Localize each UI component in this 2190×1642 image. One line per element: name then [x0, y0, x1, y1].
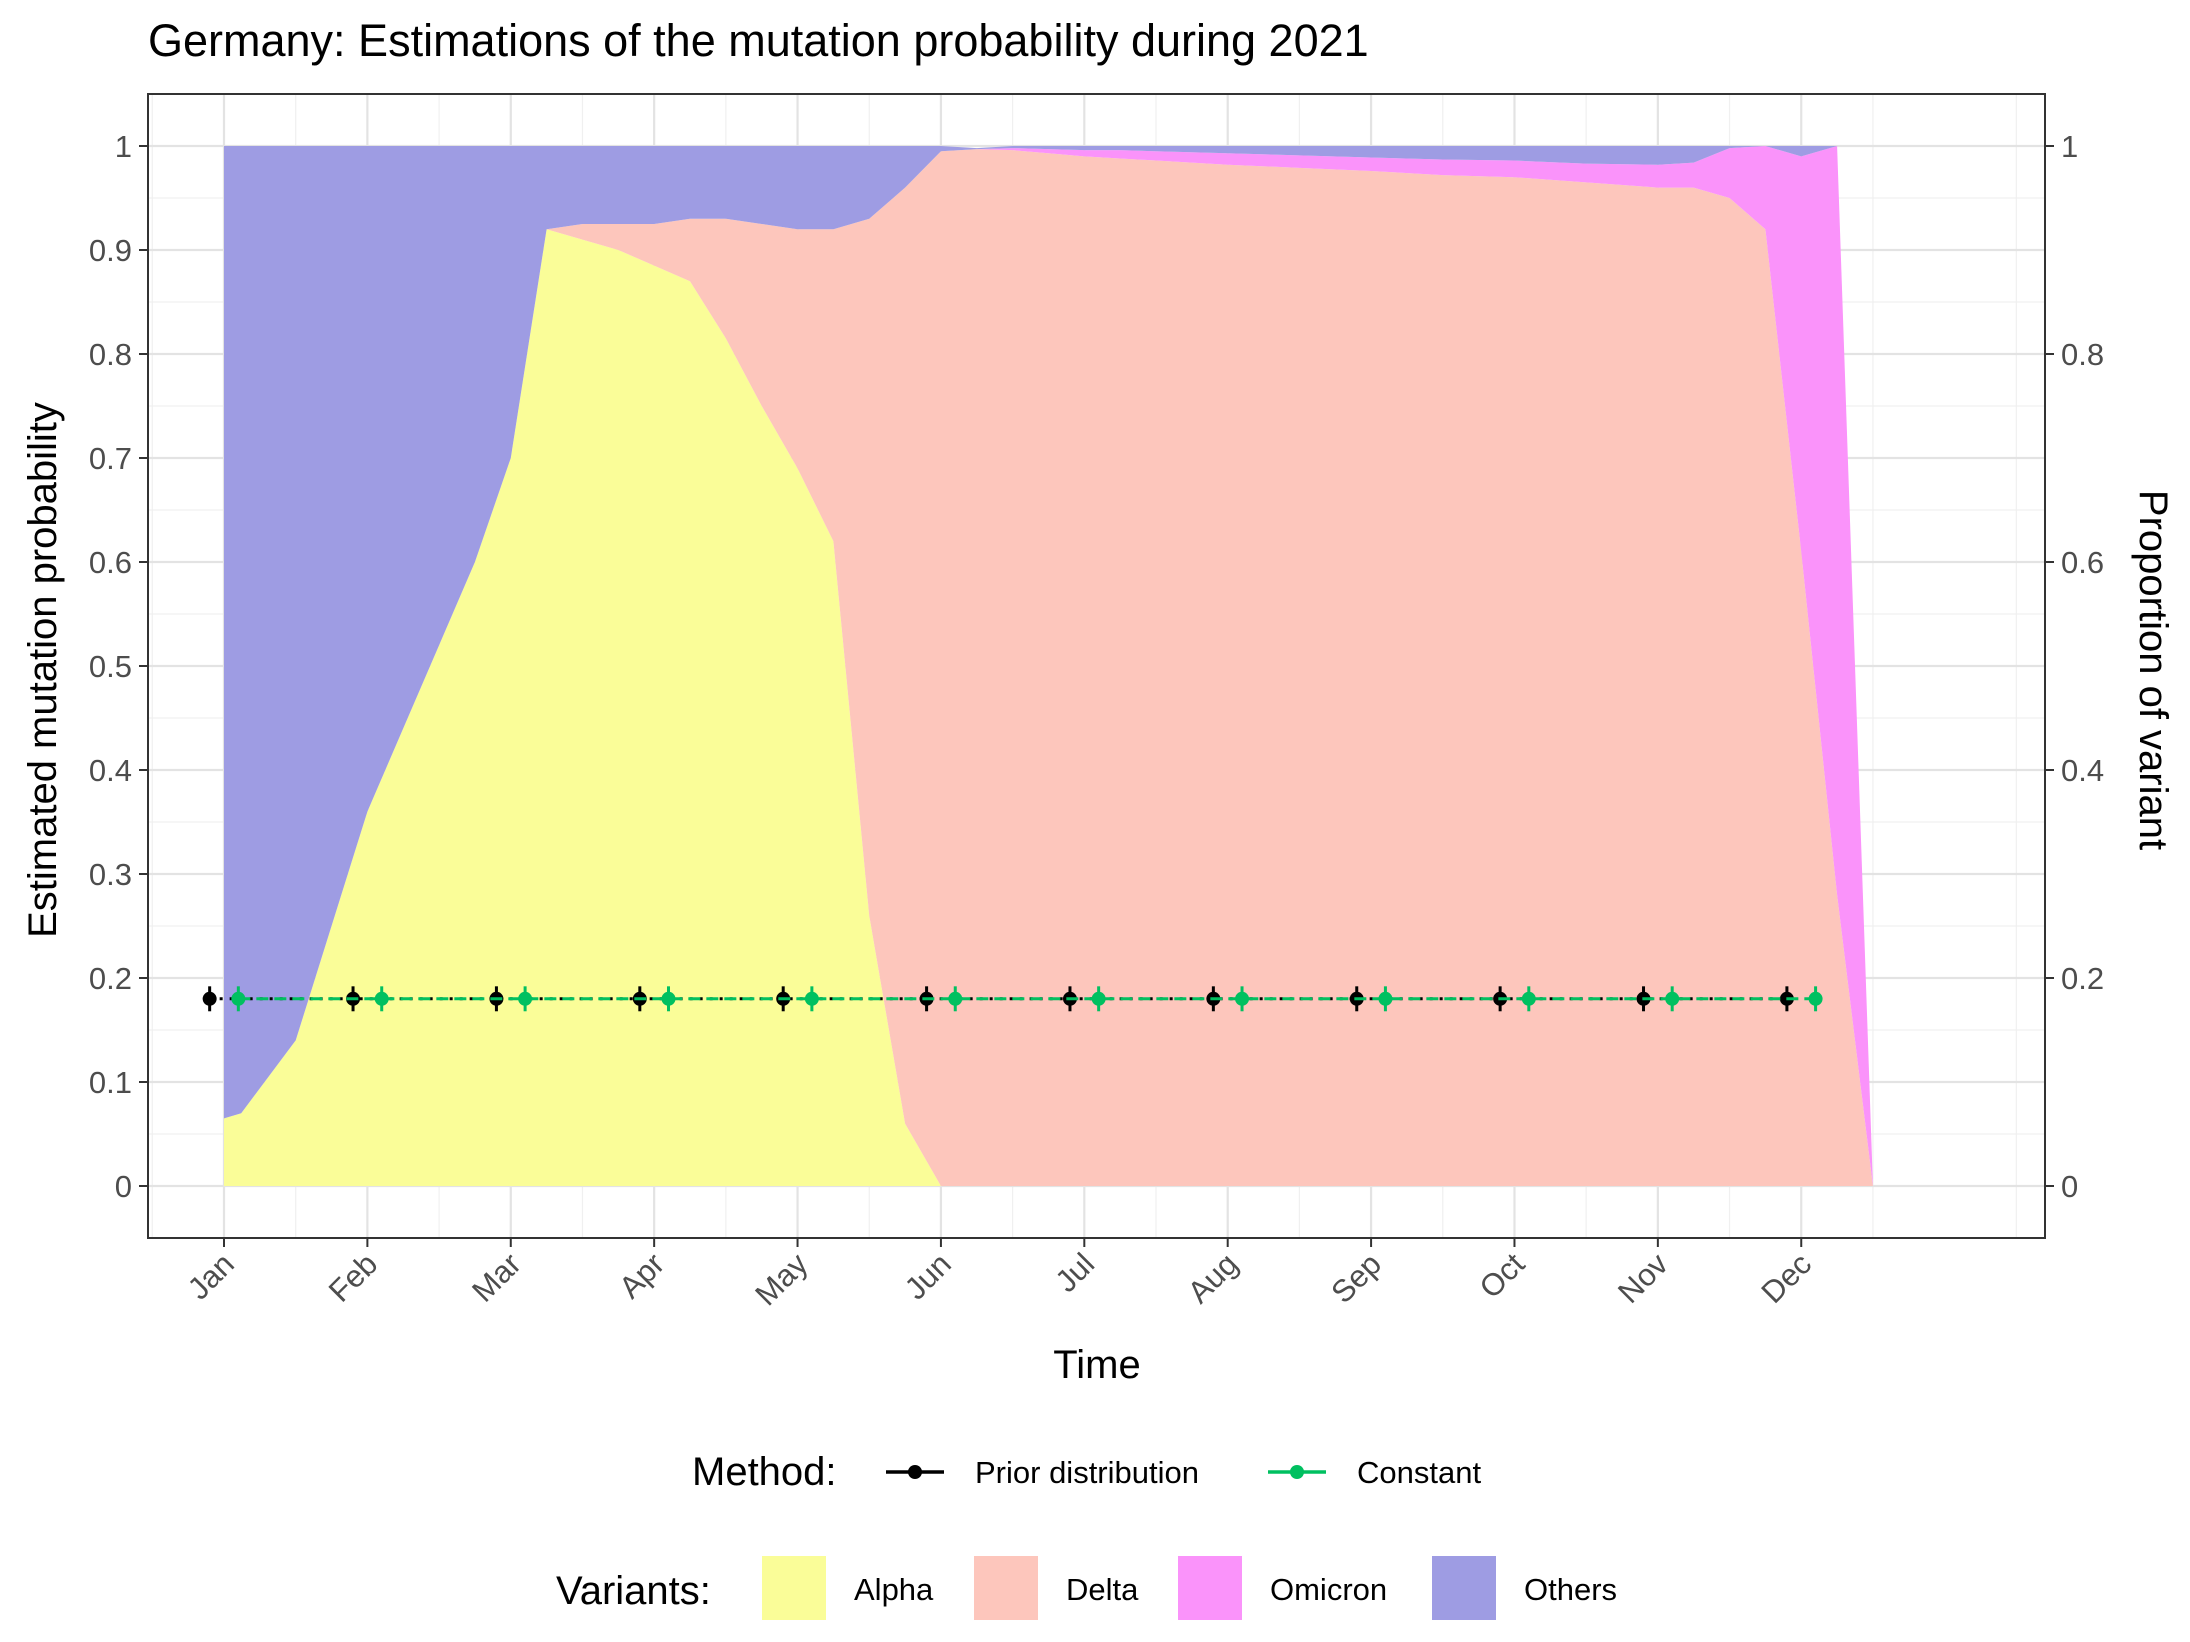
method-series — [202, 986, 1823, 1012]
data-point — [1521, 991, 1536, 1006]
y-tick-label: 0.7 — [89, 441, 132, 476]
data-point — [374, 991, 389, 1006]
legend-label: Delta — [1066, 1572, 1139, 1607]
legend-label: Alpha — [854, 1572, 934, 1607]
y-axis-title: Estimated mutation probability — [21, 402, 65, 938]
y2-tick-label: 0.2 — [2061, 961, 2104, 996]
data-point — [1091, 991, 1106, 1006]
legend-key-swatch — [762, 1556, 826, 1620]
y-tick-label: 0.3 — [89, 857, 132, 892]
legend-method-title: Method: — [692, 1450, 837, 1494]
plot-panel — [147, 93, 2046, 1239]
data-point — [202, 991, 217, 1006]
x-axis-title: Time — [1053, 1343, 1140, 1387]
data-point — [1235, 991, 1250, 1006]
legend-key-swatch — [1178, 1556, 1242, 1620]
y-tick-label: 0.1 — [89, 1065, 132, 1100]
area-delta — [223, 149, 1945, 1186]
legend: Method: Prior distribution Constant Variant… — [556, 1450, 1617, 1620]
left-axis: 0 0.1 0.2 0.3 0.4 0.5 0.6 0.7 0.8 0.9 1 — [89, 129, 148, 1204]
y2-tick-label: 1 — [2061, 129, 2078, 164]
data-point — [804, 991, 819, 1006]
area-alpha — [223, 229, 1945, 1186]
y2-tick-label: 0.4 — [2061, 753, 2104, 788]
y-tick-label: 0.6 — [89, 545, 132, 580]
data-point — [1378, 991, 1393, 1006]
legend-key-swatch — [974, 1556, 1038, 1620]
secondary-y-axis-title: Proportion of variant — [2131, 490, 2175, 850]
y-tick-label: 0 — [115, 1169, 132, 1204]
data-point — [661, 991, 676, 1006]
legend-label: Omicron — [1270, 1572, 1387, 1607]
variant-areas — [223, 146, 1945, 1186]
area-others — [223, 146, 1945, 1186]
legend-label: Constant — [1357, 1455, 1481, 1490]
legend-key-point — [908, 1465, 922, 1479]
data-point — [1665, 991, 1680, 1006]
right-axis: 0 0.2 0.4 0.6 0.8 1 — [2045, 129, 2104, 1204]
legend-key-swatch — [1432, 1556, 1496, 1620]
legend-variants-title: Variants: — [556, 1569, 711, 1613]
legend-label: Prior distribution — [975, 1455, 1199, 1490]
y-tick-label: 0.4 — [89, 753, 132, 788]
data-point — [1808, 991, 1823, 1006]
y-tick-label: 0.9 — [89, 233, 132, 268]
chart-title: Germany: Estimations of the mutation pro… — [148, 15, 1369, 66]
area-omicron — [223, 146, 1945, 1186]
series-constant — [231, 986, 1823, 1012]
y2-tick-label: 0.8 — [2061, 337, 2104, 372]
data-point — [518, 991, 533, 1006]
data-point — [231, 991, 246, 1006]
y-tick-label: 1 — [115, 129, 132, 164]
data-point — [948, 991, 963, 1006]
y-tick-label: 0.8 — [89, 337, 132, 372]
y2-tick-label: 0 — [2061, 1169, 2078, 1204]
y-tick-label: 0.2 — [89, 961, 132, 996]
y-tick-label: 0.5 — [89, 649, 132, 684]
y2-tick-label: 0.6 — [2061, 545, 2104, 580]
legend-label: Others — [1524, 1572, 1617, 1607]
legend-key-point — [1290, 1465, 1304, 1479]
